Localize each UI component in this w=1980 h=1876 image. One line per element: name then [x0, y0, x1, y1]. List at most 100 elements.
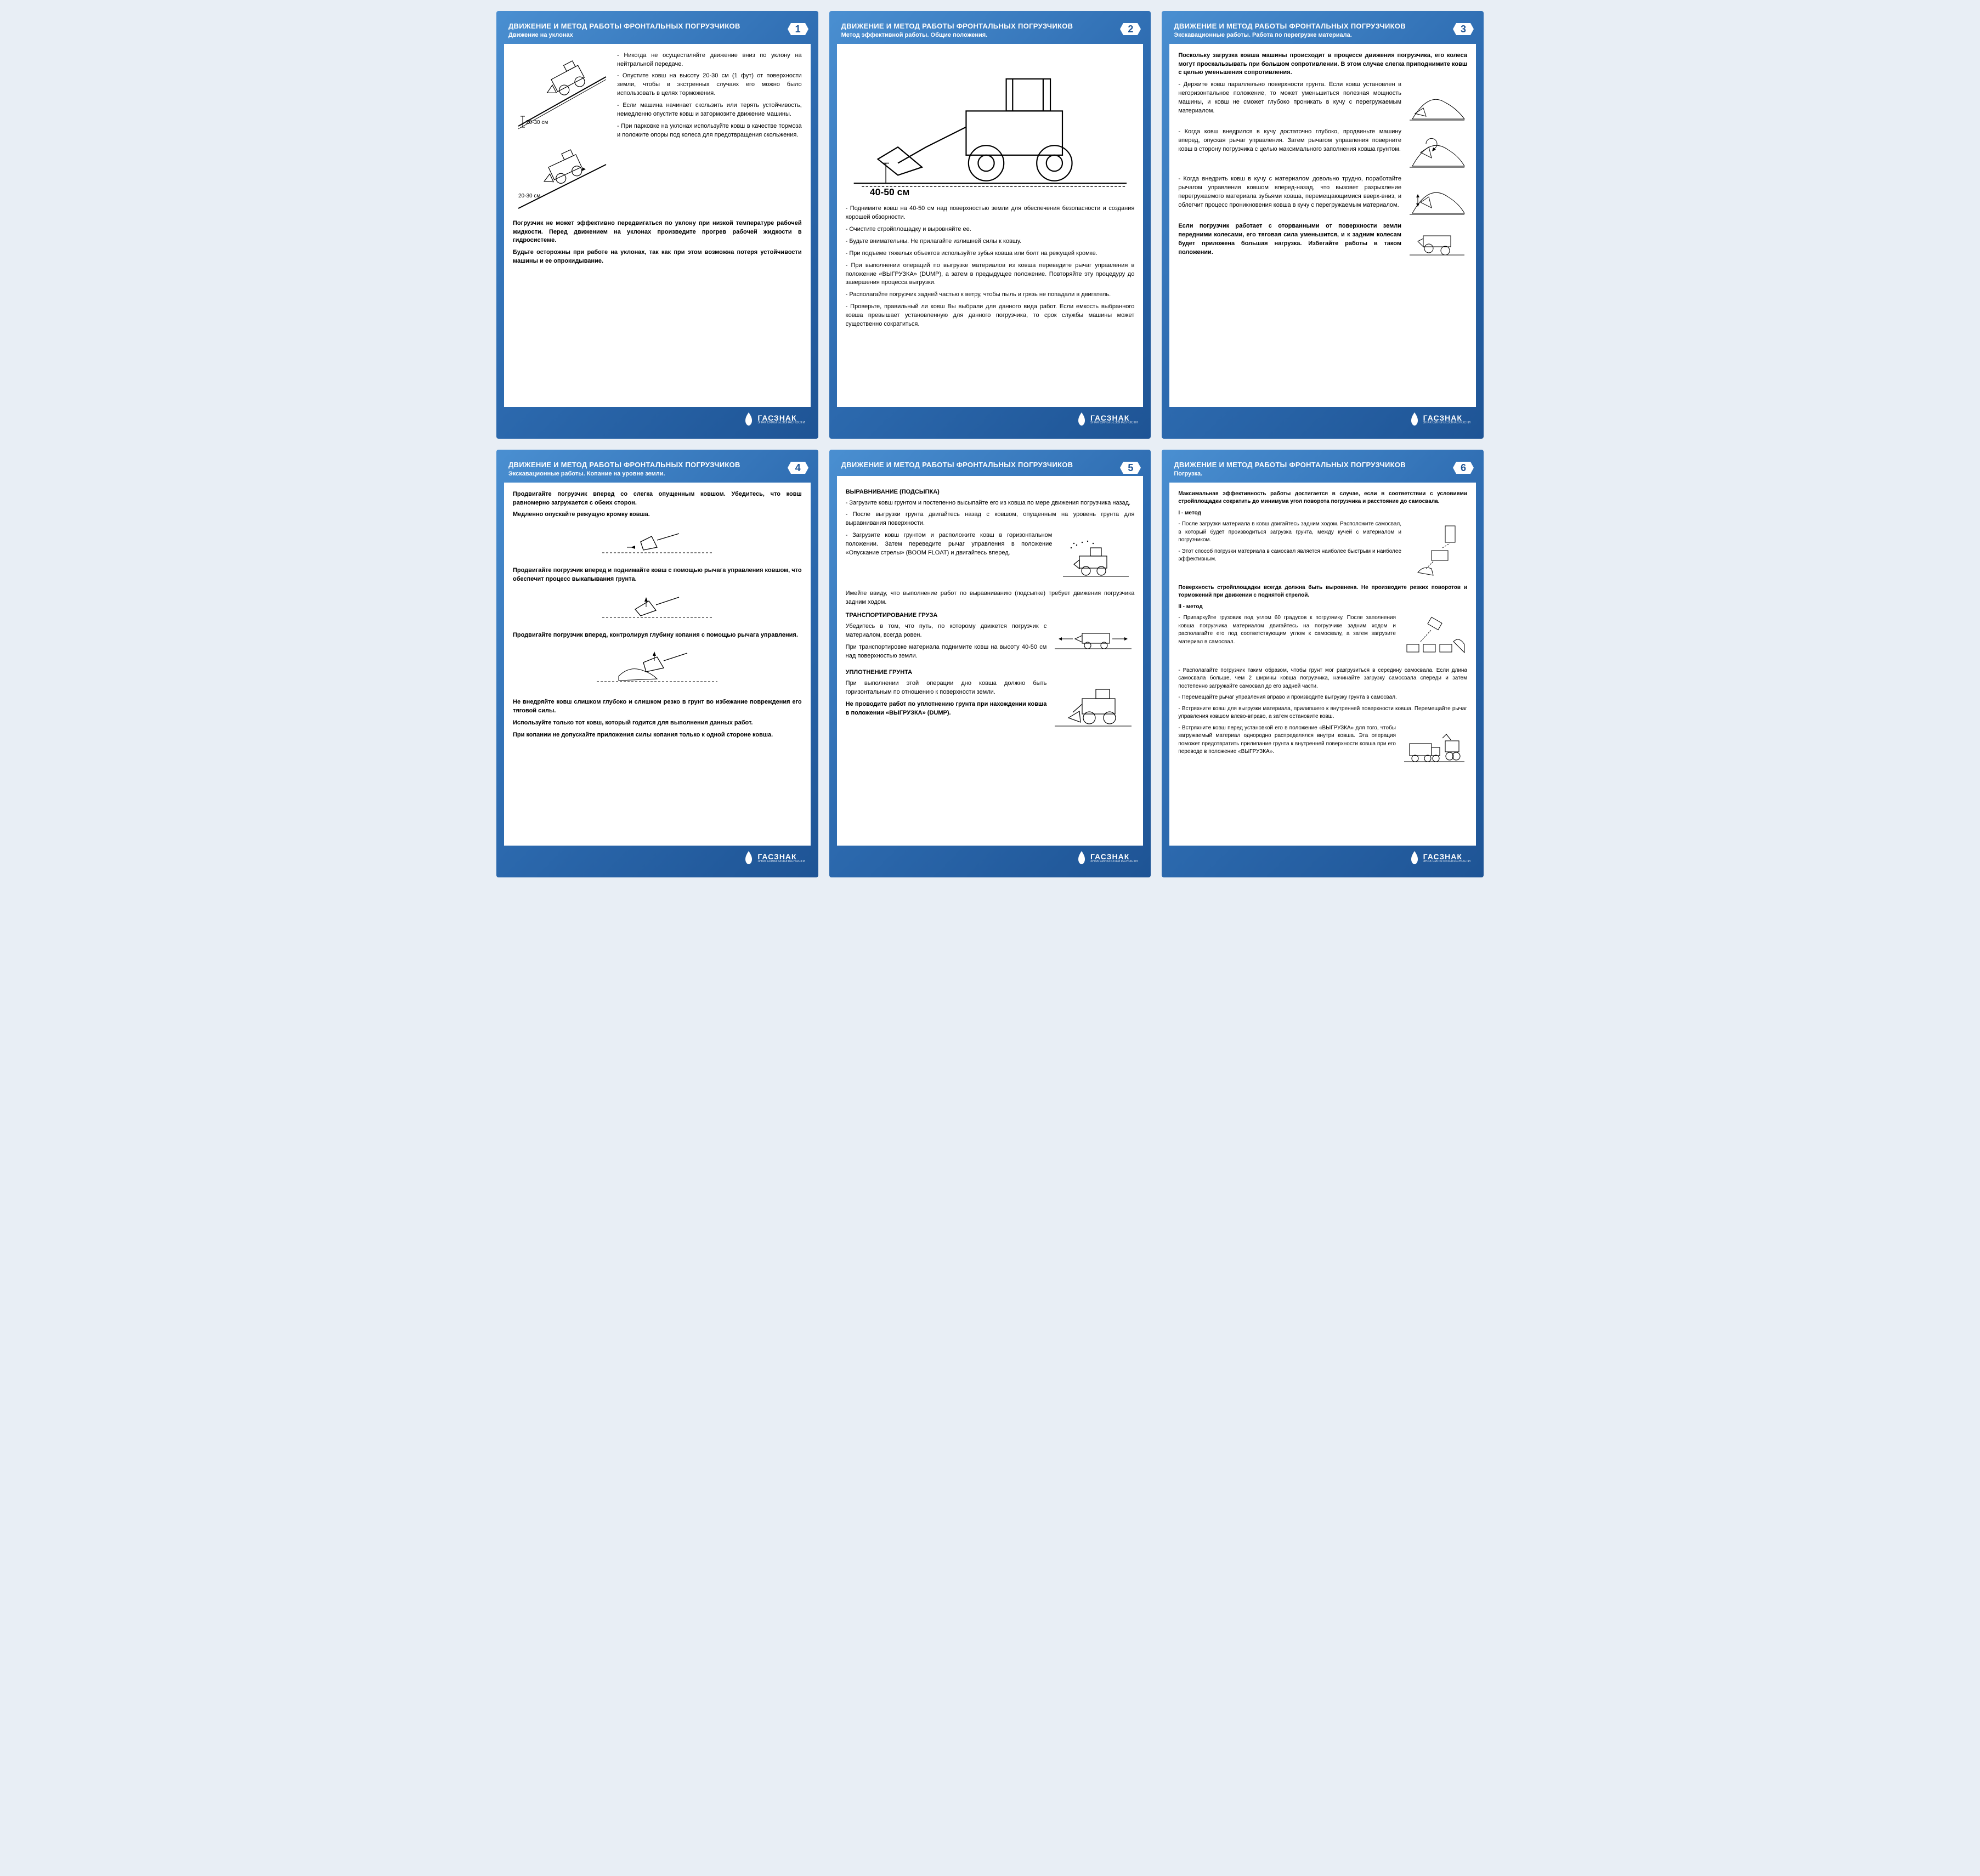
card-2-header: ДВИЖЕНИЕ И МЕТОД РАБОТЫ ФРОНТАЛЬНЫХ ПОГР…: [837, 19, 1144, 44]
footer-tagline: ЗНАК СИЛЫ БЕЗОПАСНОСТИ: [757, 860, 805, 863]
card-5-body: ВЫРАВНИВАНИЕ (ПОДСЫПКА) - Загрузите ковш…: [837, 476, 1144, 846]
poster-grid: ДВИЖЕНИЕ И МЕТОД РАБОТЫ ФРОНТАЛЬНЫХ ПОГР…: [496, 11, 1484, 877]
card-4-body: Продвигайте погрузчик вперед со слегка о…: [504, 483, 811, 846]
c5-h2: ТРАНСПОРТИРОВАНИЕ ГРУЗА: [846, 611, 1135, 620]
c1-p3: - Если машина начинает скользить или тер…: [617, 101, 802, 119]
card-footer: ГАСЗНАК ЗНАК СИЛЫ БЕЗОПАСНОСТИ: [837, 407, 1144, 431]
flame-icon: [1409, 851, 1420, 864]
c2-p1: - Поднимите ковш на 40-50 см над поверхн…: [846, 205, 1135, 222]
card-footer: ГАСЗНАК ЗНАК СИЛЫ БЕЗОПАСНОСТИ: [1169, 407, 1476, 431]
diagram-pile-3: [1407, 175, 1467, 219]
c6-p4: - Припаркуйте грузовик под углом 60 град…: [1178, 614, 1396, 646]
c1-p4: - При парковке на уклонах используйте ко…: [617, 122, 802, 140]
flame-icon: [743, 412, 754, 426]
c6-p2: - Этот способ погрузки материала в самос…: [1178, 548, 1401, 564]
c3-p2: - Когда ковш внедрился в кучу достаточно…: [1178, 128, 1401, 154]
diagram-dig-2: [513, 587, 802, 626]
diagram-pile-2: [1407, 128, 1467, 172]
flame-icon: [743, 851, 754, 864]
card-4-header: ДВИЖЕНИЕ И МЕТОД РАБОТЫ ФРОНТАЛЬНЫХ ПОГР…: [504, 457, 811, 483]
c1-p1: - Никогда не осуществляйте движение вниз…: [617, 52, 802, 69]
card-6-subtitle: Погрузка.: [1174, 471, 1472, 477]
diagram-method-1: [1407, 520, 1467, 581]
diagram-slope-down: 20-30 см: [513, 55, 612, 132]
c5-p7: При выполнении этой операции дно ковша д…: [846, 679, 1047, 697]
card-6-body: Максимальная эффективность работы достиг…: [1169, 483, 1476, 846]
c6-h1: I - метод: [1178, 509, 1467, 518]
diagram-dump-truck: [1401, 724, 1467, 768]
card-footer: ГАСЗНАК ЗНАК СИЛЫ БЕЗОПАСНОСТИ: [837, 846, 1144, 870]
footer-tagline: ЗНАК СИЛЫ БЕЗОПАСНОСТИ: [1423, 860, 1470, 863]
card-2-num: 2: [1128, 24, 1133, 35]
c1-p5: Погрузчик не может эффективно передвигат…: [513, 219, 802, 246]
card-5-title: ДВИЖЕНИЕ И МЕТОД РАБОТЫ ФРОНТАЛЬНЫХ ПОГР…: [841, 461, 1139, 469]
card-footer: ГАСЗНАК ЗНАК СИЛЫ БЕЗОПАСНОСТИ: [504, 407, 811, 431]
c5-p4: Имейте ввиду, что выполнение работ по вы…: [846, 590, 1135, 607]
c4-p2: Медленно опускайте режущую кромку ковша.: [513, 511, 802, 519]
diagram-pile-1: [1407, 81, 1467, 124]
diagram-loader-side: 40-50 см: [846, 55, 1135, 199]
c4-p1: Продвигайте погрузчик вперед со слегка о…: [513, 490, 802, 508]
card-number-badge: 2: [1120, 21, 1141, 37]
c4-p6: Используйте только тот ковш, который год…: [513, 719, 802, 728]
card-3-num: 3: [1461, 24, 1466, 35]
c2-p6: - Располагайте погрузчик задней частью к…: [846, 291, 1135, 299]
c2-p4: - При подъеме тяжелых объектов используй…: [846, 250, 1135, 258]
c3-intro: Поскольку загрузка ковша машины происход…: [1178, 52, 1467, 78]
svg-text:40-50 см: 40-50 см: [870, 186, 910, 197]
card-6: ДВИЖЕНИЕ И МЕТОД РАБОТЫ ФРОНТАЛЬНЫХ ПОГР…: [1162, 450, 1484, 877]
c5-p3: - Загрузите ковш грунтом и расположите к…: [846, 531, 1053, 558]
flame-icon: [1076, 412, 1087, 426]
card-2-title: ДВИЖЕНИЕ И МЕТОД РАБОТЫ ФРОНТАЛЬНЫХ ПОГР…: [841, 22, 1139, 31]
diagram-leveling: [1057, 531, 1134, 586]
card-number-badge: 1: [788, 21, 808, 37]
c6-p7: - Встряхните ковш для выгрузки материала…: [1178, 705, 1467, 721]
card-5-header: ДВИЖЕНИЕ И МЕТОД РАБОТЫ ФРОНТАЛЬНЫХ ПОГР…: [837, 457, 1144, 476]
footer-tagline: ЗНАК СИЛЫ БЕЗОПАСНОСТИ: [1090, 860, 1138, 863]
diagram-method-2: [1401, 614, 1467, 664]
svg-text:20-30 см: 20-30 см: [526, 120, 548, 126]
svg-text:20-30 см: 20-30 см: [518, 193, 540, 199]
card-3-title: ДВИЖЕНИЕ И МЕТОД РАБОТЫ ФРОНТАЛЬНЫХ ПОГР…: [1174, 22, 1472, 31]
card-number-badge: 3: [1453, 21, 1474, 37]
flame-icon: [1409, 412, 1420, 426]
c5-p5: Убедитесь в том, что путь, по которому д…: [846, 622, 1047, 640]
c1-p6: Будьте осторожны при работе на уклонах, …: [513, 248, 802, 266]
card-3-header: ДВИЖЕНИЕ И МЕТОД РАБОТЫ ФРОНТАЛЬНЫХ ПОГР…: [1169, 19, 1476, 44]
card-3-subtitle: Экскавационные работы. Работа по перегру…: [1174, 32, 1472, 38]
c5-p1: - Загрузите ковш грунтом и постепенно вы…: [846, 499, 1135, 508]
card-1-num: 1: [795, 24, 801, 35]
c4-p4: Продвигайте погрузчик вперед, контролиру…: [513, 631, 802, 640]
c2-p7: - Проверьте, правильный ли ковш Вы выбра…: [846, 303, 1135, 329]
c5-p6: При транспортировке материала поднимите …: [846, 643, 1047, 661]
diagram-dig-3: [513, 643, 802, 693]
diagram-wheels-up: [1407, 222, 1467, 260]
c6-p5: - Располагайте погрузчик таким образом, …: [1178, 667, 1467, 691]
card-4-num: 4: [795, 462, 801, 474]
c6-p1: - После загрузки материала в ковш двигай…: [1178, 520, 1401, 545]
card-6-title: ДВИЖЕНИЕ И МЕТОД РАБОТЫ ФРОНТАЛЬНЫХ ПОГР…: [1174, 461, 1472, 469]
c2-p5: - При выполнении операций по выгрузке ма…: [846, 262, 1135, 288]
c1-p2: - Опустите ковш на высоту 20-30 см (1 фу…: [617, 72, 802, 98]
card-2-body: 40-50 см - Поднимите ковш на 40-50 см на…: [837, 44, 1144, 407]
card-5: ДВИЖЕНИЕ И МЕТОД РАБОТЫ ФРОНТАЛЬНЫХ ПОГР…: [829, 450, 1151, 877]
c4-p7: При копании не допускайте приложения сил…: [513, 731, 802, 740]
card-2: ДВИЖЕНИЕ И МЕТОД РАБОТЫ ФРОНТАЛЬНЫХ ПОГР…: [829, 11, 1151, 439]
card-5-num: 5: [1128, 462, 1133, 474]
card-3-body: Поскольку загрузка ковша машины происход…: [1169, 44, 1476, 407]
diagram-transport: [1052, 622, 1134, 655]
c6-p6: - Перемещайте рычаг управления вправо и …: [1178, 694, 1467, 702]
c5-p2: - После выгрузки грунта двигайтесь назад…: [846, 511, 1135, 528]
card-6-header: ДВИЖЕНИЕ И МЕТОД РАБОТЫ ФРОНТАЛЬНЫХ ПОГР…: [1169, 457, 1476, 483]
diagram-compaction: [1052, 679, 1134, 734]
c2-p2: - Очистите стройплощадку и выровняйте ее…: [846, 225, 1135, 234]
card-6-num: 6: [1461, 462, 1466, 474]
card-4: ДВИЖЕНИЕ И МЕТОД РАБОТЫ ФРОНТАЛЬНЫХ ПОГР…: [496, 450, 818, 877]
card-number-badge: 5: [1120, 460, 1141, 476]
c6-p8: - Встряхните ковш перед установкой его в…: [1178, 724, 1396, 756]
card-4-title: ДВИЖЕНИЕ И МЕТОД РАБОТЫ ФРОНТАЛЬНЫХ ПОГР…: [508, 461, 806, 469]
c6-p3: Поверхность стройплощадки всегда должна …: [1178, 584, 1467, 600]
card-1-title: ДВИЖЕНИЕ И МЕТОД РАБОТЫ ФРОНТАЛЬНЫХ ПОГР…: [508, 22, 806, 31]
c4-p3: Продвигайте погрузчик вперед и поднимайт…: [513, 566, 802, 584]
card-footer: ГАСЗНАК ЗНАК СИЛЫ БЕЗОПАСНОСТИ: [504, 846, 811, 870]
